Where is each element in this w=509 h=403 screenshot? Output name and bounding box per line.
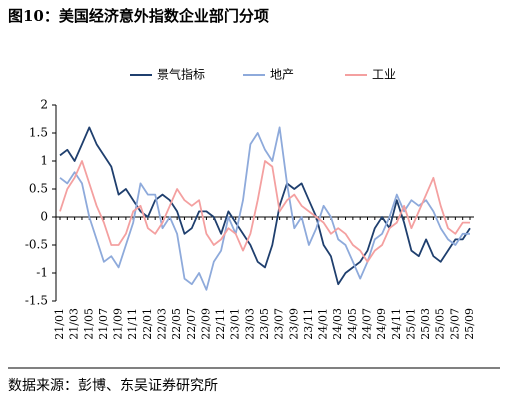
x-tick-label: 23/03: [243, 308, 256, 340]
series-line: [59, 126, 471, 286]
x-tick-label: 24/01: [317, 308, 330, 340]
series-line: [59, 160, 470, 263]
x-tick-label: 22/05: [170, 308, 183, 340]
x-tick-label: 21/03: [68, 308, 81, 340]
x-tick-label: 25/07: [448, 308, 461, 340]
x-tick-label: 21/07: [97, 308, 110, 340]
x-tick-label: 25/05: [434, 308, 447, 340]
x-tick-label: 22/11: [214, 308, 227, 340]
source: 数据来源：彭博、东吴证券研究所: [8, 377, 218, 394]
x-tick-label: 21/01: [53, 308, 66, 340]
x-tick-label: 24/09: [375, 308, 388, 340]
chart-title: 图10：美国经济意外指数企业部门分项: [8, 7, 269, 25]
x-tick-label: 22/09: [199, 308, 212, 340]
y-tick-label: 1: [40, 154, 48, 168]
x-tick-label: 23/01: [229, 308, 242, 340]
x-tick-label: 21/09: [112, 308, 125, 340]
y-tick-label: -1.5: [25, 294, 48, 308]
y-tick-label: 0.5: [29, 182, 48, 196]
x-tick-label: 23/09: [287, 308, 300, 340]
x-tick-label: 24/05: [346, 308, 359, 340]
x-tick-label: 24/11: [390, 308, 403, 340]
y-tick-label: -1: [36, 266, 48, 280]
x-tick-label: 21/11: [126, 308, 139, 340]
x-tick-label: 25/01: [404, 308, 417, 340]
x-tick-label: 24/07: [361, 308, 374, 340]
x-tick-label: 23/05: [258, 308, 271, 340]
legend-label: 地产: [270, 68, 294, 82]
y-tick-label: 2: [40, 98, 48, 112]
x-tick-label: 21/05: [82, 308, 95, 340]
x-tick-label: 25/09: [463, 308, 476, 340]
x-tick-label: 22/07: [185, 308, 198, 340]
series-line: [59, 126, 470, 291]
x-tick-label: 23/07: [273, 308, 286, 340]
x-tick-label: 25/03: [419, 308, 432, 340]
y-tick-label: 0: [40, 210, 48, 224]
legend-label: 工业: [372, 68, 396, 82]
x-tick-label: 22/03: [156, 308, 169, 340]
x-tick-label: 23/11: [302, 308, 315, 340]
x-tick-label: 22/01: [141, 308, 154, 340]
legend-label: 景气指标: [157, 67, 205, 82]
x-tick-label: 24/03: [331, 308, 344, 340]
y-tick-label: 1.5: [29, 126, 48, 140]
y-tick-label: -0.5: [25, 238, 48, 252]
